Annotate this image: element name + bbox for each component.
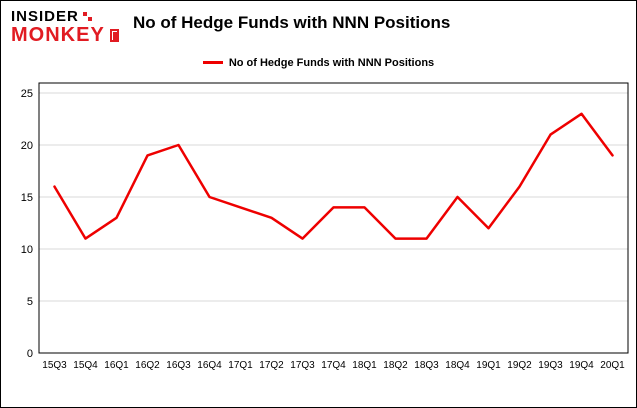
x-tick-label: 19Q3 <box>538 360 563 371</box>
y-tick-label: 20 <box>21 140 33 152</box>
x-tick-label: 17Q1 <box>228 360 253 371</box>
x-tick-label: 19Q1 <box>476 360 501 371</box>
x-tick-label: 17Q4 <box>321 360 346 371</box>
x-tick-label: 20Q1 <box>600 360 625 371</box>
plot-border <box>38 82 629 354</box>
x-tick-label: 17Q3 <box>290 360 315 371</box>
y-tick-label: 5 <box>27 296 33 308</box>
x-tick-label: 15Q4 <box>73 360 98 371</box>
logo-insider-text: INSIDER <box>11 8 79 25</box>
y-tick-label: 0 <box>27 348 33 360</box>
page-title: No of Hedge Funds with NNN Positions <box>133 13 451 32</box>
legend-label: No of Hedge Funds with NNN Positions <box>228 57 435 69</box>
x-tick-label: 15Q3 <box>42 360 67 371</box>
x-tick-label: 16Q2 <box>135 360 160 371</box>
logo-monkey-text: MONKEY <box>11 23 105 46</box>
x-tick-label: 18Q4 <box>445 360 470 371</box>
x-tick-label: 18Q3 <box>414 360 439 371</box>
line-chart-svg: 0 5 10 15 20 25 15Q3 15Q4 16Q1 16Q2 16Q3 16Q4 17Q1 17… <box>21 82 629 371</box>
x-tick-label: 17Q2 <box>259 360 284 371</box>
x-tick-label: 16Q3 <box>166 360 191 371</box>
chart-header: INSIDER MONKEY No of Hedge Funds with NN… <box>11 9 626 46</box>
x-tick-label: 16Q1 <box>104 360 129 371</box>
x-tick-label: 16Q4 <box>197 360 222 371</box>
legend-line-swatch <box>202 60 223 64</box>
x-tick-label: 18Q1 <box>352 360 377 371</box>
logo-monkey-face-icon <box>109 28 119 42</box>
y-tick-label: 15 <box>21 192 33 204</box>
y-tick-label: 10 <box>21 244 33 256</box>
legend: No of Hedge Funds with NNN Positions <box>1 57 636 69</box>
x-tick-label: 19Q4 <box>569 360 594 371</box>
insider-monkey-logo: INSIDER MONKEY <box>11 9 119 46</box>
logo-pixel-icon <box>82 12 92 22</box>
x-tick-label: 18Q2 <box>383 360 408 371</box>
x-tick-label: 19Q2 <box>507 360 532 371</box>
data-series-line <box>53 112 614 240</box>
y-tick-label: 25 <box>21 88 33 100</box>
